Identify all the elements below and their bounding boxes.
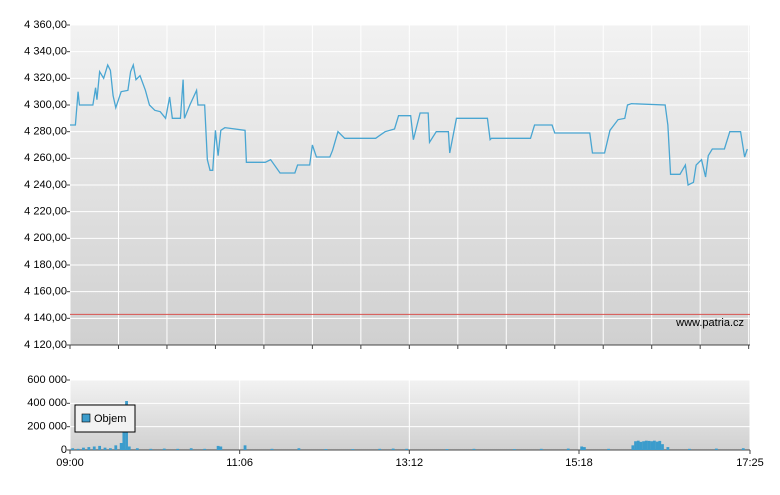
volume-bar <box>103 447 107 450</box>
volume-bar <box>666 447 670 450</box>
volume-bar <box>378 448 382 450</box>
y-tick-label: 4 140,00 <box>24 312 67 324</box>
x-tick-label: 09:00 <box>56 457 84 469</box>
volume-bar <box>582 447 586 450</box>
price-line <box>70 62 748 186</box>
y-tick-label: 4 300,00 <box>24 99 67 111</box>
y-tick-label: 4 120,00 <box>24 339 67 351</box>
y-tick-label: 400 000 <box>27 397 67 409</box>
y-tick-label: 4 220,00 <box>24 206 67 218</box>
x-tick-label: 13:12 <box>396 457 424 469</box>
volume-bar <box>162 448 166 450</box>
y-tick-label: 4 180,00 <box>24 259 67 271</box>
volume-bar <box>351 449 355 450</box>
volume-bar <box>87 447 91 450</box>
volume-bar <box>566 448 570 450</box>
volume-bar <box>688 448 691 450</box>
y-tick-label: 4 260,00 <box>24 152 67 164</box>
volume-bar <box>512 449 516 450</box>
volume-bar <box>391 448 395 450</box>
x-tick-label: 11:06 <box>226 457 253 469</box>
y-tick-label: 4 200,00 <box>24 232 67 244</box>
volume-bar <box>472 448 476 450</box>
volume-bar <box>324 449 328 450</box>
y-tick-label: 600 000 <box>27 374 67 386</box>
volume-bar <box>119 443 123 450</box>
legend-swatch <box>81 413 91 423</box>
y-tick-label: 4 360,00 <box>24 19 67 31</box>
volume-bar <box>149 448 153 450</box>
volume-bar <box>650 441 654 450</box>
volume-bar <box>216 445 220 450</box>
volume-bar <box>631 445 635 450</box>
volume-bar <box>636 440 640 450</box>
volume-bar <box>189 448 193 450</box>
volume-bar <box>661 444 664 450</box>
volume-bar <box>580 446 584 450</box>
volume-bar <box>639 441 643 450</box>
volume-bar <box>445 449 449 450</box>
y-tick-label: 4 160,00 <box>24 286 67 298</box>
volume-bar <box>644 440 648 450</box>
volume-bar <box>647 440 651 450</box>
volume-bar <box>741 448 745 450</box>
volume-bar <box>92 446 96 450</box>
volume-bar <box>405 448 409 450</box>
volume-bar <box>176 448 180 450</box>
volume-bar <box>714 448 718 450</box>
volume-bar <box>642 441 646 450</box>
x-tick-label: 15:18 <box>565 457 593 469</box>
volume-bar <box>243 445 247 450</box>
y-tick-label: 4 320,00 <box>24 72 67 84</box>
volume-bar <box>539 448 543 450</box>
legend-label: Objem <box>94 413 126 425</box>
watermark: www.patria.cz <box>675 317 744 329</box>
x-tick-label: 17:25 <box>736 457 764 469</box>
volume-plot-area <box>70 380 750 450</box>
volume-bar <box>127 446 131 450</box>
volume-bar <box>652 440 656 450</box>
volume-bar <box>76 448 80 450</box>
volume-bar <box>297 448 301 450</box>
volume-bar <box>219 446 223 450</box>
volume-bar <box>658 440 662 450</box>
volume-bar <box>270 448 274 450</box>
volume-bar <box>634 441 637 450</box>
volume-bar <box>203 448 207 450</box>
volume-bar <box>114 445 118 450</box>
y-tick-label: 4 340,00 <box>24 46 67 58</box>
volume-bar <box>655 441 659 450</box>
y-tick-label: 200 000 <box>27 421 67 433</box>
volume-bar <box>71 448 75 450</box>
y-tick-label: 4 280,00 <box>24 126 67 138</box>
y-tick-label: 4 240,00 <box>24 179 67 191</box>
volume-bar <box>108 448 112 450</box>
volume-bar <box>98 445 102 450</box>
y-tick-label: 0 <box>61 444 67 456</box>
volume-bar <box>607 448 611 450</box>
volume-bar <box>135 448 139 450</box>
volume-bar <box>82 447 85 450</box>
